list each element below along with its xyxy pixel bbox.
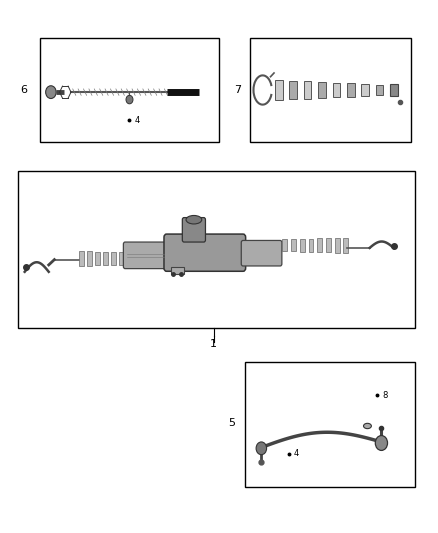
Circle shape bbox=[126, 95, 133, 104]
Bar bbox=[308, 239, 313, 252]
Bar bbox=[343, 238, 348, 253]
Ellipse shape bbox=[364, 423, 371, 429]
Text: 8: 8 bbox=[382, 391, 388, 400]
Circle shape bbox=[375, 435, 388, 450]
Bar bbox=[390, 85, 398, 95]
Bar bbox=[87, 252, 92, 266]
Bar bbox=[335, 238, 339, 253]
Bar bbox=[291, 239, 296, 252]
Bar bbox=[289, 80, 297, 100]
Bar bbox=[119, 253, 124, 265]
Bar bbox=[103, 252, 108, 265]
FancyBboxPatch shape bbox=[182, 217, 205, 242]
Bar bbox=[332, 83, 340, 98]
Bar bbox=[304, 81, 311, 99]
FancyBboxPatch shape bbox=[164, 234, 246, 271]
Bar bbox=[275, 80, 283, 100]
Text: 7: 7 bbox=[234, 85, 241, 95]
Text: 6: 6 bbox=[20, 85, 27, 95]
Circle shape bbox=[256, 442, 267, 455]
Bar bbox=[283, 239, 287, 251]
Bar bbox=[300, 239, 304, 252]
FancyBboxPatch shape bbox=[241, 240, 282, 266]
Bar bbox=[376, 85, 383, 95]
Bar bbox=[40, 38, 219, 142]
FancyBboxPatch shape bbox=[124, 242, 168, 269]
Bar bbox=[318, 82, 326, 98]
Text: 5: 5 bbox=[229, 418, 236, 429]
Text: 1: 1 bbox=[210, 338, 217, 349]
Bar bbox=[79, 251, 84, 266]
Ellipse shape bbox=[186, 215, 202, 224]
Bar bbox=[347, 83, 355, 97]
Bar bbox=[111, 252, 116, 265]
Bar bbox=[250, 38, 411, 142]
Bar bbox=[127, 253, 132, 264]
Text: 4: 4 bbox=[294, 449, 299, 458]
Bar bbox=[18, 171, 416, 328]
Bar bbox=[95, 252, 100, 265]
Text: 4: 4 bbox=[135, 116, 140, 125]
Bar bbox=[171, 267, 184, 274]
Circle shape bbox=[46, 86, 56, 99]
Bar bbox=[361, 84, 369, 96]
Bar bbox=[390, 84, 398, 96]
Bar bbox=[317, 238, 322, 252]
Bar bbox=[245, 362, 416, 487]
Bar bbox=[326, 238, 331, 253]
